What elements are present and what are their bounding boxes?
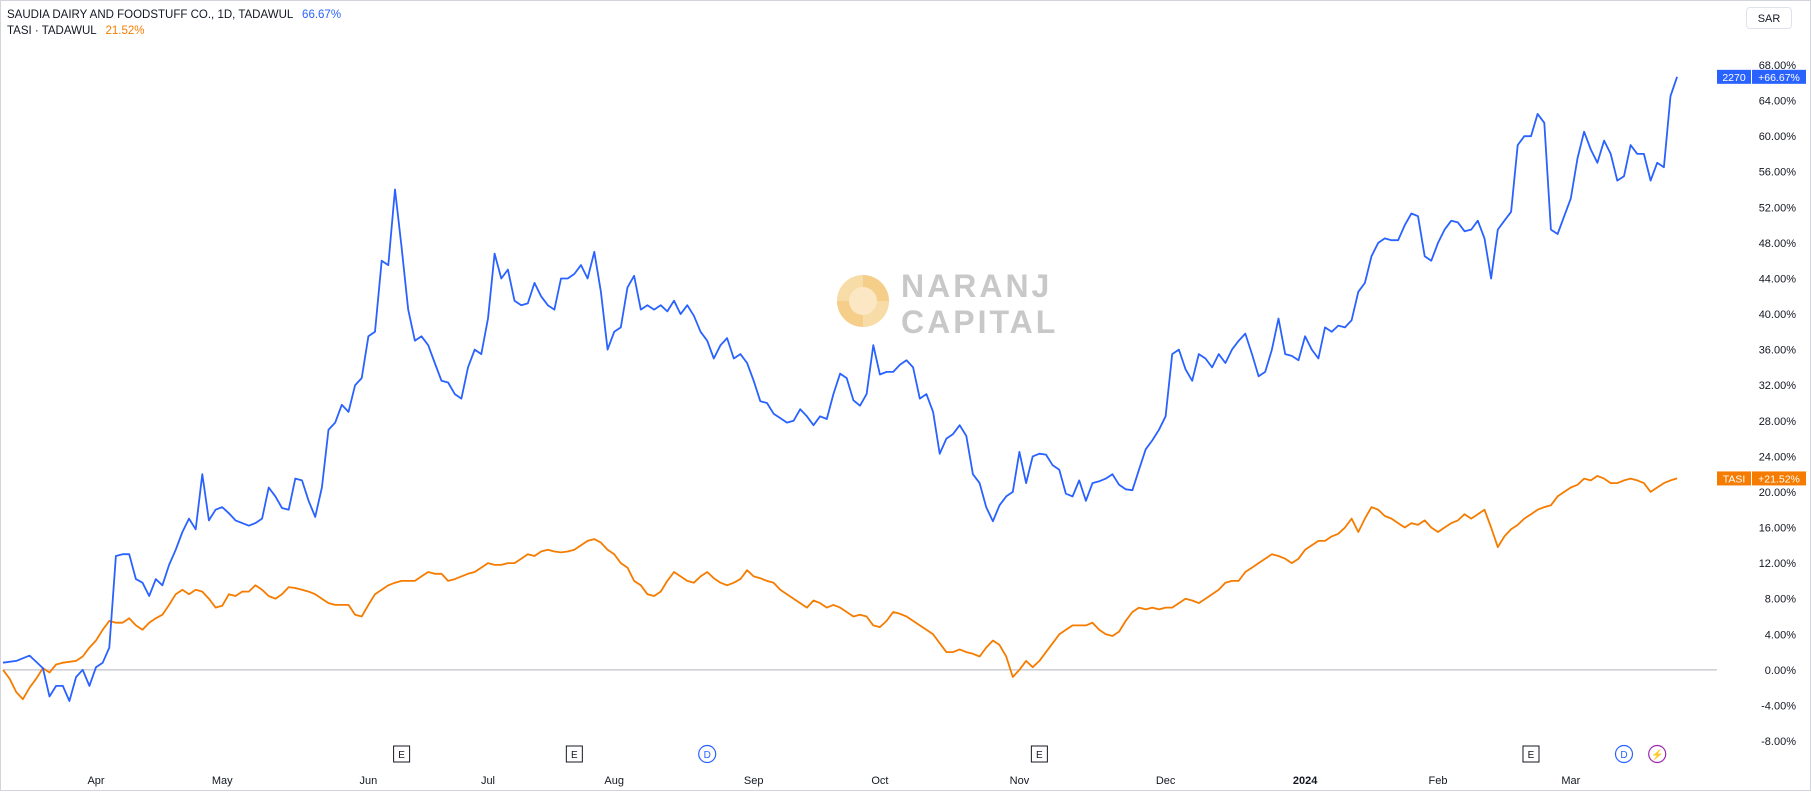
legend-row-compare: TASI · TADAWUL 21.52%	[7, 23, 341, 39]
price-badges: 2270 +66.67% TASI +21.52%	[1717, 69, 1806, 486]
earnings-marker-box	[393, 745, 411, 763]
series-line-2270	[2, 76, 1678, 702]
y-tick-label: 8.00%	[1765, 594, 1796, 606]
y-tick-label: 28.00%	[1759, 416, 1797, 428]
badge-name-box	[1717, 69, 1751, 84]
x-tick-label: Jul	[481, 775, 495, 787]
y-tick-label: 0.00%	[1765, 665, 1796, 677]
y-tick-label: 32.00%	[1759, 380, 1797, 392]
x-tick-label: Nov	[1010, 775, 1030, 787]
badge-name: 2270	[1722, 72, 1746, 84]
y-tick-label: 44.00%	[1759, 273, 1797, 285]
x-tick-label: Jun	[360, 775, 378, 787]
series-badge-2270: 2270 +66.67%	[1717, 69, 1806, 84]
event-marker: E	[1522, 745, 1540, 763]
chart-legend: SAUDIA DAIRY AND FOODSTUFF CO., 1D, TADA…	[7, 7, 341, 39]
y-tick-label: 16.00%	[1759, 523, 1797, 535]
earnings-marker-label: E	[1528, 750, 1535, 761]
split-marker-label: ⚡	[1651, 748, 1663, 761]
x-tick-label: Aug	[604, 775, 624, 787]
y-tick-label: 20.00%	[1759, 487, 1797, 499]
badge-value: +66.67%	[1758, 72, 1800, 84]
y-tick-label: 36.00%	[1759, 345, 1797, 357]
event-marker: ⚡	[1648, 744, 1667, 764]
series-layer	[2, 76, 1678, 702]
y-tick-label: 60.00%	[1759, 131, 1797, 143]
x-tick-label: Sep	[744, 775, 764, 787]
badge-value: +21.52%	[1758, 473, 1800, 485]
y-tick-label: 48.00%	[1759, 238, 1797, 250]
event-marker: E	[1030, 745, 1048, 763]
y-tick-label: 24.00%	[1759, 451, 1797, 463]
event-marker: D	[1614, 744, 1634, 764]
watermark-line1: NARANJ	[901, 268, 1052, 304]
badge-name: TASI	[1723, 473, 1746, 485]
legend-symbol-change: 66.67%	[302, 9, 342, 21]
y-tick-label: 12.00%	[1759, 558, 1797, 570]
earnings-marker-box	[565, 745, 583, 763]
legend-compare-change: 21.52%	[105, 25, 145, 37]
dividend-marker-label: D	[1620, 750, 1627, 761]
earnings-marker-box	[1030, 745, 1048, 763]
series-line-tasi	[2, 475, 1678, 701]
x-tick-label: 2024	[1293, 775, 1318, 787]
x-tick-label: Mar	[1561, 775, 1580, 787]
y-axis: 68.00% 64.00% 60.00% 56.00% 52.00% 48.00% 44.0…	[1759, 60, 1797, 748]
y-tick-label: 68.00%	[1759, 60, 1797, 72]
badge-name-box	[1717, 471, 1751, 486]
x-tick-label: Feb	[1428, 775, 1447, 787]
watermark-line2: CAPITAL	[901, 304, 1058, 340]
currency-button[interactable]: SAR	[1746, 7, 1792, 29]
earnings-marker-label: E	[398, 750, 405, 761]
earnings-marker-label: E	[1036, 750, 1043, 761]
y-tick-label: 4.00%	[1765, 629, 1796, 641]
earnings-marker-box	[1522, 745, 1540, 763]
x-tick-label: Apr	[87, 775, 104, 787]
x-tick-label: Dec	[1156, 775, 1176, 787]
earnings-marker-label: E	[571, 750, 578, 761]
dividend-marker-label: D	[704, 750, 711, 761]
legend-compare-title: TASI · TADAWUL	[7, 25, 97, 37]
badge-value-box	[1752, 69, 1806, 84]
dividend-marker-circle	[698, 744, 717, 764]
naranj-logo-icon	[837, 275, 889, 327]
y-tick-label: 64.00%	[1759, 96, 1797, 108]
legend-symbol-title: SAUDIA DAIRY AND FOODSTUFF CO., 1D, TADA…	[7, 9, 293, 21]
x-tick-label: Oct	[871, 775, 888, 787]
legend-row-main: SAUDIA DAIRY AND FOODSTUFF CO., 1D, TADA…	[7, 7, 341, 23]
split-marker-circle	[1648, 744, 1667, 764]
event-marker: E	[565, 745, 583, 763]
badge-value-box	[1752, 471, 1806, 486]
watermark-logo: NARANJ CAPITAL	[837, 268, 1058, 340]
event-markers: E E D E E D ⚡	[393, 744, 1667, 764]
dividend-marker-circle	[1614, 744, 1634, 764]
x-tick-label: May	[212, 775, 233, 787]
event-marker: E	[393, 745, 411, 763]
y-tick-label: -8.00%	[1761, 736, 1796, 748]
series-badge-tasi: TASI +21.52%	[1717, 471, 1806, 486]
y-tick-label: -4.00%	[1761, 700, 1796, 712]
x-axis: Apr May Jun Jul Aug Sep Oct Nov Dec 2024 Feb Mar	[87, 775, 1580, 787]
y-tick-label: 56.00%	[1759, 167, 1797, 179]
event-marker: D	[698, 744, 717, 764]
y-tick-label: 52.00%	[1759, 202, 1797, 214]
y-tick-label: 40.00%	[1759, 309, 1797, 321]
